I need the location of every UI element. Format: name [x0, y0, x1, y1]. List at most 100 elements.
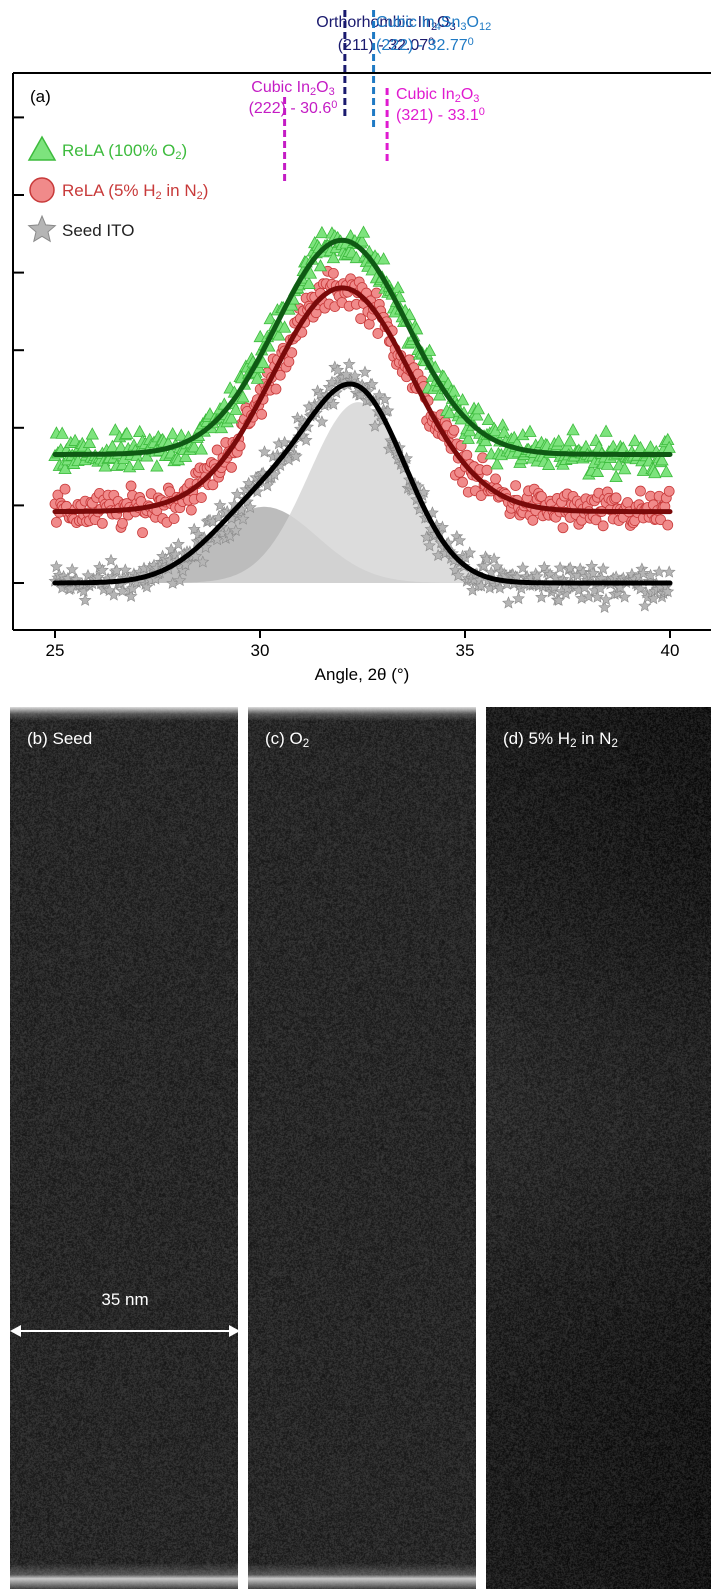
- star-marker: [49, 560, 63, 573]
- x-tick-label: 35: [456, 641, 475, 660]
- triangle-marker: [313, 259, 328, 272]
- triangle-marker: [455, 393, 470, 406]
- star-marker: [258, 445, 271, 458]
- star-marker: [451, 568, 465, 582]
- scale-bar: [10, 1325, 238, 1337]
- fit-curve: [52, 381, 673, 586]
- label-part: O: [461, 86, 473, 103]
- label-part: (222) - 32.77: [376, 37, 468, 54]
- circle-marker: [137, 527, 148, 539]
- star-marker: [661, 584, 675, 598]
- label-part: 2: [310, 86, 316, 98]
- star-marker: [126, 581, 139, 595]
- circle-marker: [510, 480, 522, 491]
- star-marker: [243, 500, 257, 514]
- circle-marker: [663, 485, 675, 497]
- circle-marker: [211, 444, 223, 456]
- triangle-marker: [326, 250, 341, 264]
- triangle-marker: [471, 402, 485, 415]
- x-ticks: 25 30 35 40: [46, 630, 679, 660]
- triangle-marker: [178, 449, 193, 462]
- panel-label-a: (a): [30, 87, 51, 106]
- circle-marker: [207, 479, 219, 491]
- label-part: 3: [450, 21, 456, 33]
- label-part: 4: [435, 21, 441, 33]
- triangle-marker: [481, 412, 496, 426]
- star-marker: [636, 566, 650, 579]
- triangle-marker: [447, 384, 461, 397]
- label-part: (211) - 32.07: [338, 37, 429, 54]
- axes: [12, 72, 711, 631]
- deconvolved-peak: [55, 506, 670, 583]
- triangle-marker: [236, 390, 250, 403]
- triangle-marker: [490, 457, 504, 470]
- triangle-marker: [174, 428, 188, 441]
- star-marker: [381, 404, 395, 417]
- reference-plane-label: (321) - 33.10: [396, 106, 485, 124]
- star-marker: [582, 589, 596, 603]
- triangle-marker: [437, 369, 451, 383]
- triangle-marker: [655, 453, 669, 466]
- circle-marker: [117, 517, 128, 529]
- star-marker: [477, 559, 491, 572]
- triangle-marker: [609, 469, 623, 483]
- star-marker: [365, 377, 379, 390]
- label-part: 3: [460, 21, 466, 33]
- deconvolved-peak: [55, 402, 670, 583]
- label-part: 2: [455, 93, 461, 105]
- triangle-marker: [132, 424, 147, 438]
- triangle-marker: [272, 328, 286, 341]
- reference-phase-label: Cubic In2O3: [251, 79, 334, 98]
- star-marker: [596, 562, 610, 575]
- label-part: ReLA (100% O: [62, 141, 175, 160]
- legend-entry-label: Seed ITO: [62, 221, 134, 240]
- circle-marker: [270, 383, 282, 395]
- triangle-marker: [442, 405, 457, 419]
- star-marker: [339, 368, 353, 381]
- triangle-marker: [599, 424, 613, 437]
- triangle-marker: [648, 465, 662, 479]
- circle-marker: [96, 517, 108, 529]
- series-markers: [48, 357, 676, 614]
- circle-marker: [527, 514, 539, 526]
- triangle-marker: [422, 343, 437, 356]
- y-ticks: [13, 116, 24, 584]
- star-marker: [342, 357, 356, 370]
- label-part: in N: [576, 729, 612, 748]
- star-marker: [417, 485, 431, 498]
- fit-curve: [52, 285, 673, 515]
- circle-marker: [635, 485, 646, 497]
- star-marker: [578, 580, 591, 594]
- star-marker: [95, 563, 109, 576]
- label-part: (c) O: [265, 729, 303, 748]
- star-marker: [593, 581, 607, 595]
- star-marker: [662, 565, 676, 578]
- circle-marker: [256, 408, 268, 420]
- label-part: Seed ITO: [62, 221, 134, 240]
- triangle-marker: [277, 320, 292, 333]
- star-marker: [278, 435, 292, 449]
- legend-circle-icon: [29, 177, 55, 203]
- triangle-marker: [303, 266, 318, 279]
- x-tick-label: 30: [251, 641, 270, 660]
- star-marker: [213, 498, 227, 512]
- star-marker: [331, 363, 345, 376]
- triangle-marker: [229, 402, 243, 415]
- tem-label-seed: (b) Seed: [27, 729, 92, 749]
- reference-plane-label: (222) - 32.770: [376, 36, 474, 54]
- reference-phase-label: Cubic In4Sn3O12: [376, 14, 491, 33]
- circle-marker: [448, 424, 460, 436]
- star-marker: [586, 566, 600, 579]
- circle-marker: [226, 461, 237, 473]
- label-part: Sn: [441, 14, 461, 31]
- circle-marker: [655, 514, 666, 526]
- triangle-marker: [214, 420, 229, 434]
- circle-marker: [283, 356, 295, 368]
- triangle-marker: [432, 388, 447, 401]
- tem-panel-seed: (b) Seed 35 nm: [10, 707, 238, 1589]
- circle-marker: [457, 476, 468, 488]
- triangle-marker: [224, 411, 239, 424]
- label-part: O: [316, 79, 328, 96]
